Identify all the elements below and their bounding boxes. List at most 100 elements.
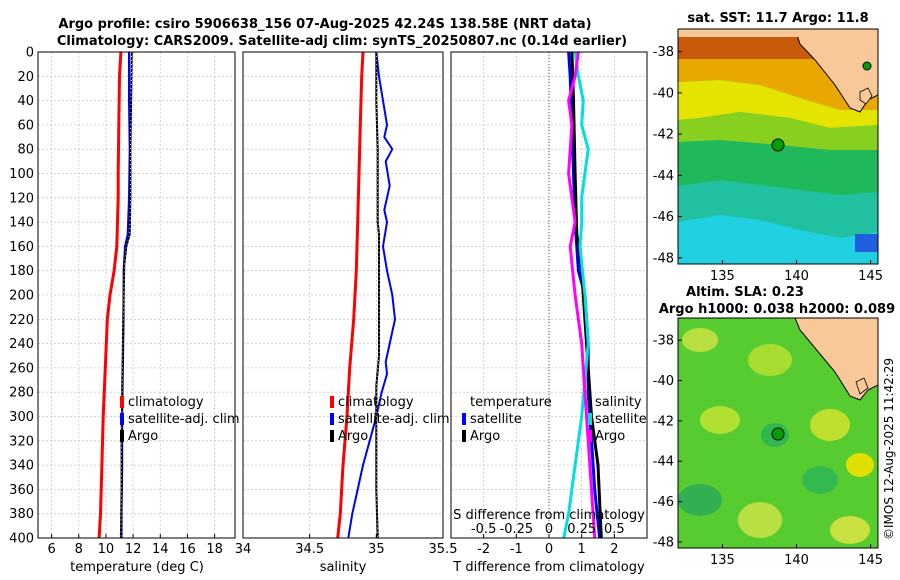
difference-legend-left: temperature satellite Argo	[462, 395, 552, 444]
sst-land-island	[859, 87, 873, 105]
map-y-tick-label: -42	[653, 414, 674, 429]
legend-swatch-argo	[330, 430, 334, 442]
x-tick-label: 6	[47, 542, 55, 557]
map-y-tick-label: -48	[653, 251, 674, 266]
x-tick-label: 10	[98, 542, 115, 557]
sst-map-panel: sat. SST: 11.7 Argo: 11.8 135 140 145 -38 -4…	[653, 11, 883, 284]
sst-land-north	[678, 29, 798, 37]
legend-swatch-t-satellite	[462, 413, 466, 425]
legend-swatch-satellite	[330, 413, 334, 425]
y-tick-label: 260	[9, 361, 34, 376]
imos-credit: ©IMOS 12-Aug-2025 11:42:29	[882, 358, 896, 540]
temperature-xlabel: temperature (deg C)	[70, 560, 204, 575]
x-tick-label: 34	[235, 542, 252, 557]
sla-land-mainland	[794, 318, 878, 401]
sst-map-title: sat. SST: 11.7 Argo: 11.8	[687, 11, 868, 26]
salinity-axes-frame	[242, 51, 444, 539]
sla-blob	[738, 502, 782, 538]
sst-map-ticks: 135 140 145 -38 -40 -42 -44 -46 -48	[653, 45, 883, 284]
y-tick-label: 160	[9, 240, 34, 255]
temperature-ticks: 6 8 10 12 14 16 180204060801001201401601802002…	[9, 46, 223, 558]
y-tick-label: 20	[17, 70, 34, 85]
y-tick-label: 140	[9, 216, 34, 231]
x-tick-label: -2	[477, 542, 490, 557]
sla-blob	[678, 484, 722, 516]
difference-axes-frame	[450, 51, 648, 539]
salinity-panel: 34 34.5 35 35.5 climatology satellite-adj. …	[235, 51, 458, 575]
sla-map-subtitle: Argo h1000: 0.038 h2000: 0.089	[659, 302, 895, 317]
x-tick-label: 8	[75, 542, 83, 557]
sst-band-yellow	[678, 80, 878, 128]
map-y-tick-label: -44	[653, 169, 674, 184]
map-x-tick-label: 135	[710, 553, 735, 568]
y-tick-label: 400	[9, 532, 34, 547]
map-y-tick-label: -38	[653, 45, 674, 60]
difference-legend-right: salinity satellite Argo	[588, 395, 647, 444]
y-tick-label: 320	[9, 434, 34, 449]
map-y-tick-label: -48	[653, 535, 674, 550]
y-tick-label: 280	[9, 386, 34, 401]
sst-argo-marker	[771, 138, 785, 152]
map-y-tick-label: -46	[653, 495, 674, 510]
map-y-tick-label: -38	[653, 334, 674, 349]
sst-cold-patch	[855, 234, 878, 252]
legend-label-t-satellite: satellite	[470, 412, 522, 427]
sla-blob	[830, 516, 870, 544]
x-tick-label: 16	[179, 542, 196, 557]
legend-label-climatology: climatology	[128, 395, 204, 410]
legend-label-t-argo: Argo	[470, 429, 500, 444]
salinity-series	[336, 51, 396, 539]
map-x-tick-label: 135	[710, 269, 735, 284]
legend-label-satellite: satellite-adj. clim	[128, 412, 240, 427]
temperature-grid	[38, 51, 235, 539]
difference-panel: -2 -1 0 1 2 -0.5 -0.25 0 0.25 0.5 temperature sat…	[450, 51, 648, 575]
y-tick-label: 60	[17, 118, 34, 133]
legend-swatch-climatology	[120, 396, 124, 408]
sla-blob	[748, 344, 792, 376]
y-tick-label: 180	[9, 264, 34, 279]
figure-title-line2: Climatology: CARS2009. Satellite-adj cli…	[57, 34, 627, 49]
map-y-tick-label: -40	[653, 374, 674, 389]
top-tick-label: 0.5	[604, 522, 625, 537]
salinity-legend: climatology satellite-adj. clim Argo	[330, 395, 450, 444]
map-x-tick-label: 140	[784, 269, 809, 284]
legend-swatch-satellite	[120, 413, 124, 425]
top-tick-label: -0.25	[500, 522, 534, 537]
map-y-tick-label: -44	[653, 455, 674, 470]
map-x-tick-label: 140	[784, 553, 809, 568]
y-tick-label: 100	[9, 167, 34, 182]
y-tick-label: 240	[9, 337, 34, 352]
sst-land-mainland	[794, 29, 878, 113]
x-tick-label: 34.5	[295, 542, 324, 557]
y-tick-label: 300	[9, 410, 34, 425]
y-tick-label: 360	[9, 483, 34, 498]
sla-argo-marker	[771, 427, 785, 441]
x-tick-label: 35	[368, 542, 385, 557]
temperature-legend: climatology satellite-adj. clim Argo	[120, 395, 240, 444]
difference-ticks: -2 -1 0 1 2 -0.5 -0.25 0 0.25 0.5	[471, 522, 625, 557]
difference-xlabel-top: S difference from climatology	[453, 508, 645, 523]
sst-map-field	[678, 29, 878, 264]
series-line-climatology	[97, 51, 123, 539]
sla-map-frame	[677, 317, 879, 549]
y-tick-label: 220	[9, 313, 34, 328]
legend-label-satellite: satellite-adj. clim	[338, 412, 450, 427]
legend-label-s-argo: Argo	[595, 429, 625, 444]
x-tick-label: 1	[578, 542, 586, 557]
sla-blob	[846, 453, 874, 477]
map-y-tick-label: -40	[653, 86, 674, 101]
legend-swatch-s-satellite	[588, 413, 592, 425]
x-tick-label: 14	[152, 542, 169, 557]
difference-grid	[451, 51, 647, 539]
legend-swatch-climatology	[330, 396, 334, 408]
series-line-argo	[375, 52, 380, 539]
sst-band-yellow-green	[678, 112, 878, 150]
map-x-tick-label: 145	[858, 269, 883, 284]
y-tick-label: 80	[17, 143, 34, 158]
sst-station-marker	[862, 61, 872, 71]
sla-map-panel: Altim. SLA: 0.23 Argo h1000: 0.038 h2000…	[653, 285, 895, 568]
x-tick-label: 35.5	[429, 542, 458, 557]
y-tick-label: 40	[17, 94, 34, 109]
series-line-satellite-adj-clim	[347, 51, 396, 539]
series-line-s-satellite	[562, 51, 590, 539]
